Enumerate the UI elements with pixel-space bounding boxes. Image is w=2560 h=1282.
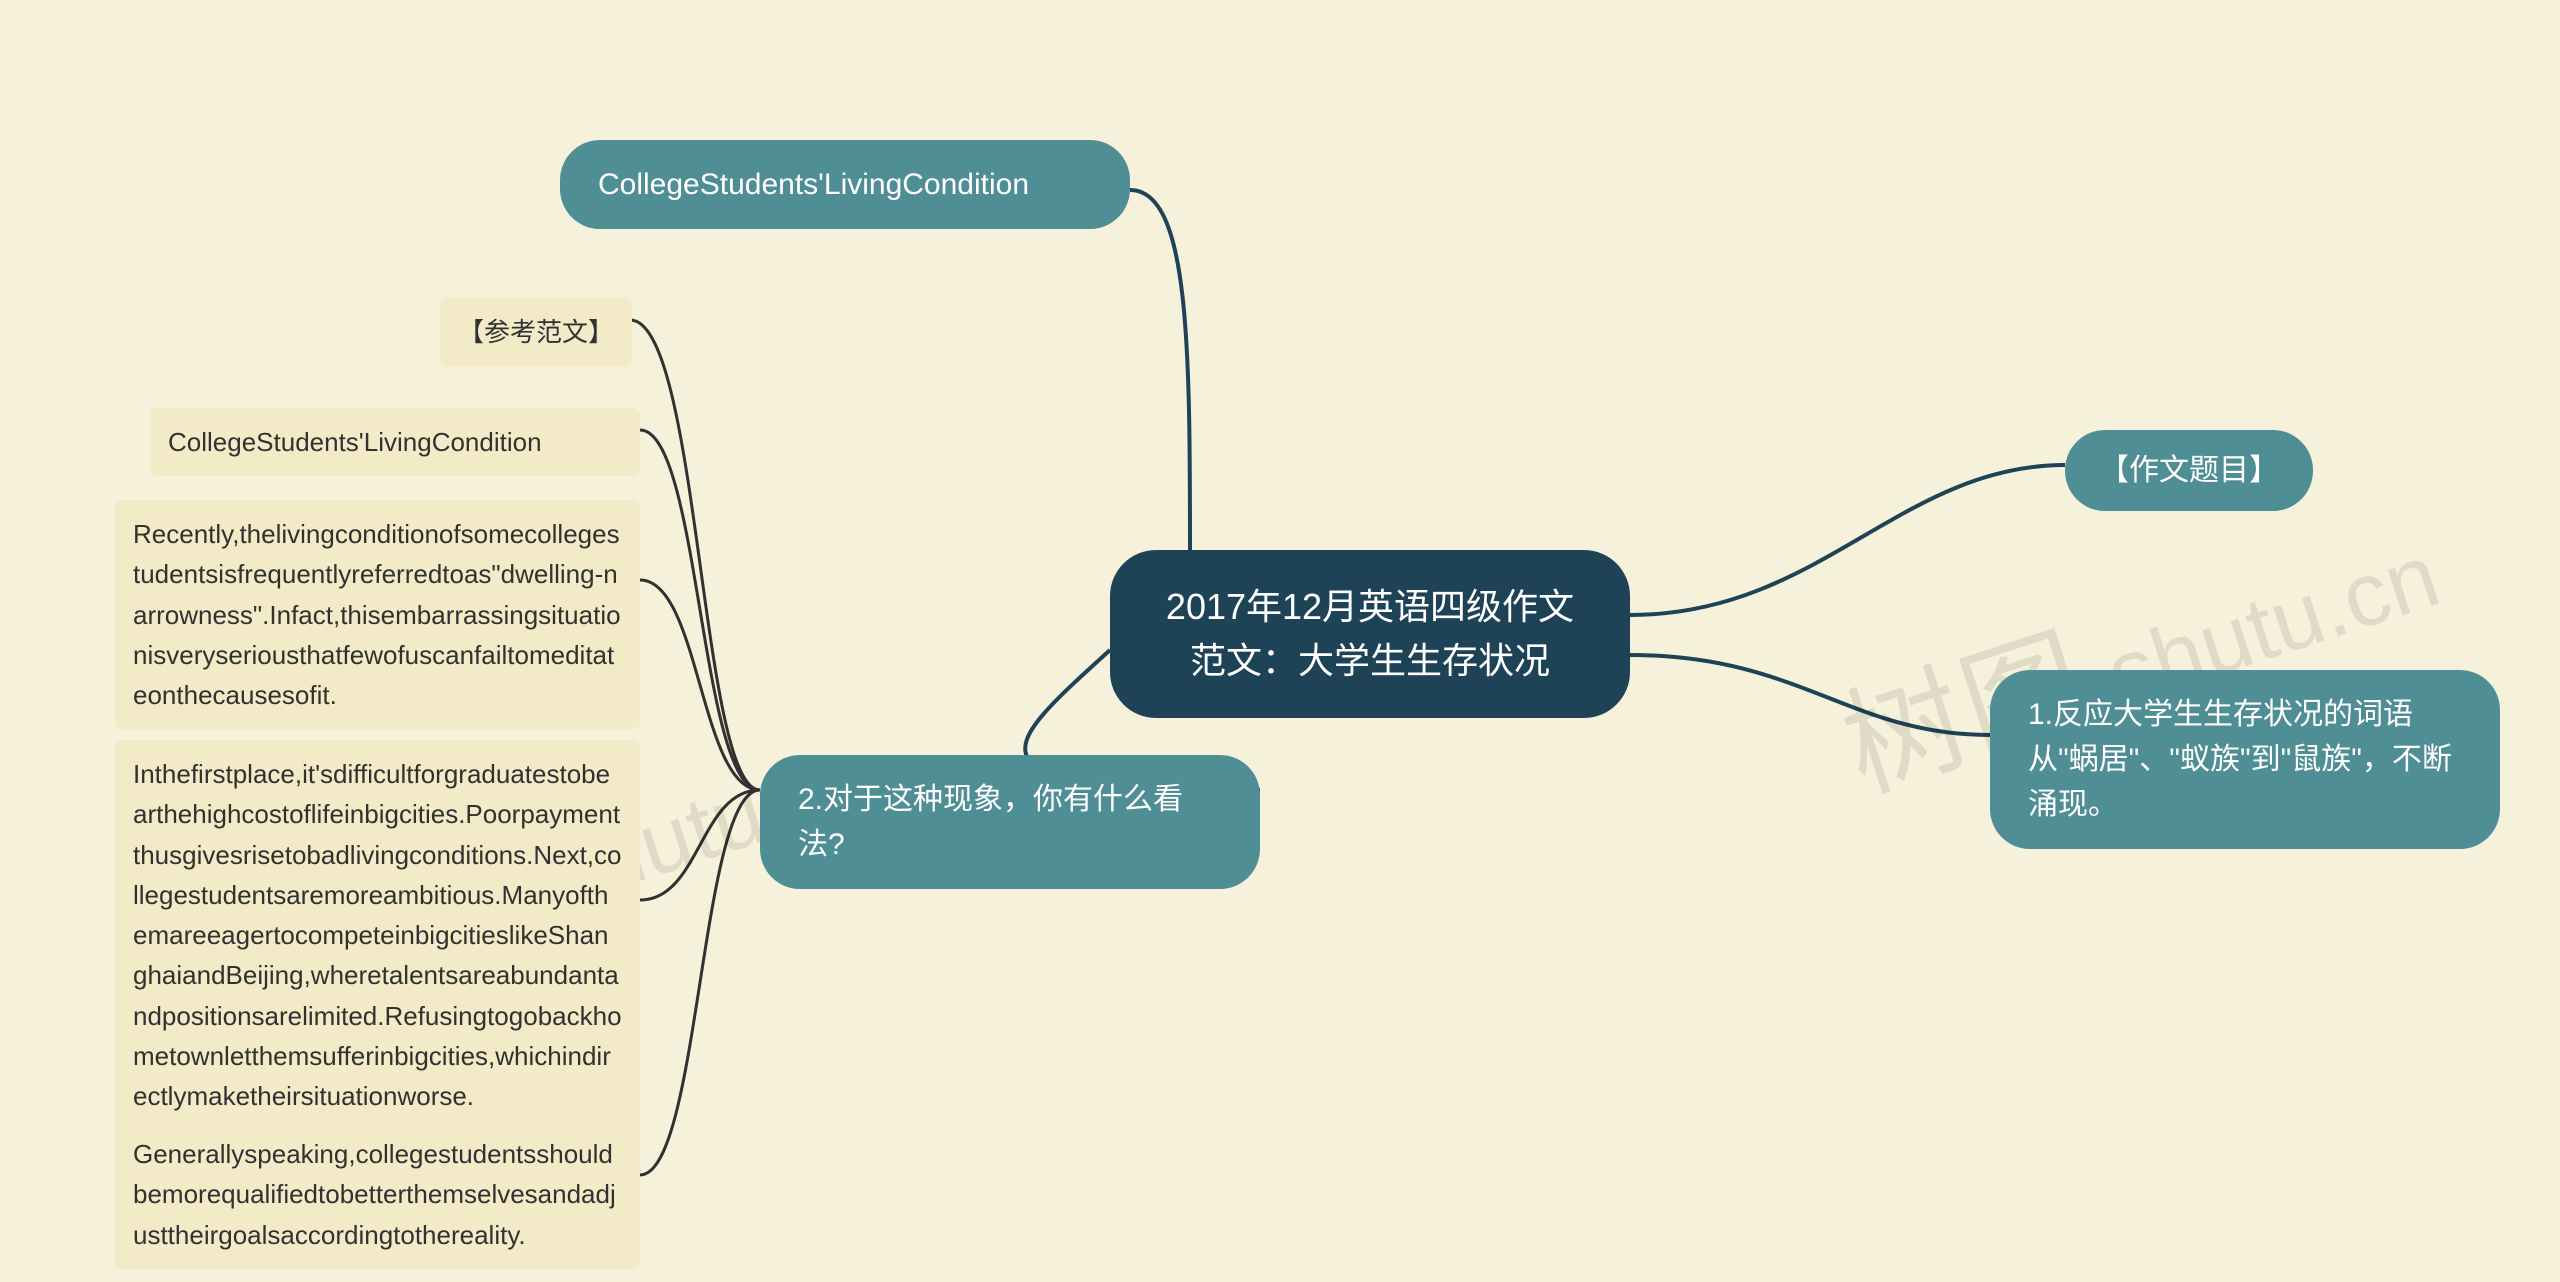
edge-root-point1 (1630, 655, 1990, 735)
edge-p2-subtitle (640, 430, 760, 790)
leaf-para3[interactable]: Generallyspeaking,collegestudentsshouldb… (115, 1120, 640, 1269)
leaf-para1-label: Recently,thelivingconditionofsomecollege… (133, 519, 621, 710)
leaf-ref[interactable]: 【参考范文】 (440, 298, 632, 366)
edge-p2-ref (630, 320, 760, 790)
node-point1[interactable]: 1.反应大学生生存状况的词语从"蜗居"、"蚁族"到"鼠族"，不断涌现。 (1990, 670, 2500, 849)
leaf-subtitle-label: CollegeStudents'LivingCondition (168, 427, 542, 457)
root-line2: 范文：大学生生存状况 (1158, 634, 1582, 688)
leaf-subtitle[interactable]: CollegeStudents'LivingCondition (150, 408, 640, 476)
node-point2[interactable]: 2.对于这种现象，你有什么看法? (760, 755, 1260, 889)
node-topic-label: 【作文题目】 (2099, 454, 2279, 487)
edge-root-title-en (1130, 190, 1190, 560)
root-line1: 2017年12月英语四级作文 (1158, 580, 1582, 634)
leaf-para2-label: Inthefirstplace,it'sdifficultforgraduate… (133, 759, 622, 1111)
leaf-para2[interactable]: Inthefirstplace,it'sdifficultforgraduate… (115, 740, 640, 1131)
leaf-para1[interactable]: Recently,thelivingconditionofsomecollege… (115, 500, 640, 729)
edge-p2-para2 (640, 790, 760, 900)
leaf-ref-label: 【参考范文】 (458, 317, 614, 347)
root-node[interactable]: 2017年12月英语四级作文 范文：大学生生存状况 (1110, 550, 1630, 718)
node-point2-label: 2.对于这种现象，你有什么看法? (798, 783, 1183, 861)
node-title-en[interactable]: CollegeStudents'LivingCondition (560, 140, 1130, 229)
mindmap-canvas: 树图 shutu.cn 树图 shutu.cn 2017年12月英语四级作文 范… (0, 0, 2560, 1282)
edge-root-topic (1630, 465, 2065, 615)
node-title-en-label: CollegeStudents'LivingCondition (598, 168, 1029, 201)
node-topic[interactable]: 【作文题目】 (2065, 430, 2313, 511)
node-point1-label: 1.反应大学生生存状况的词语从"蜗居"、"蚁族"到"鼠族"，不断涌现。 (2028, 698, 2452, 821)
leaf-para3-label: Generallyspeaking,collegestudentsshouldb… (133, 1139, 616, 1250)
